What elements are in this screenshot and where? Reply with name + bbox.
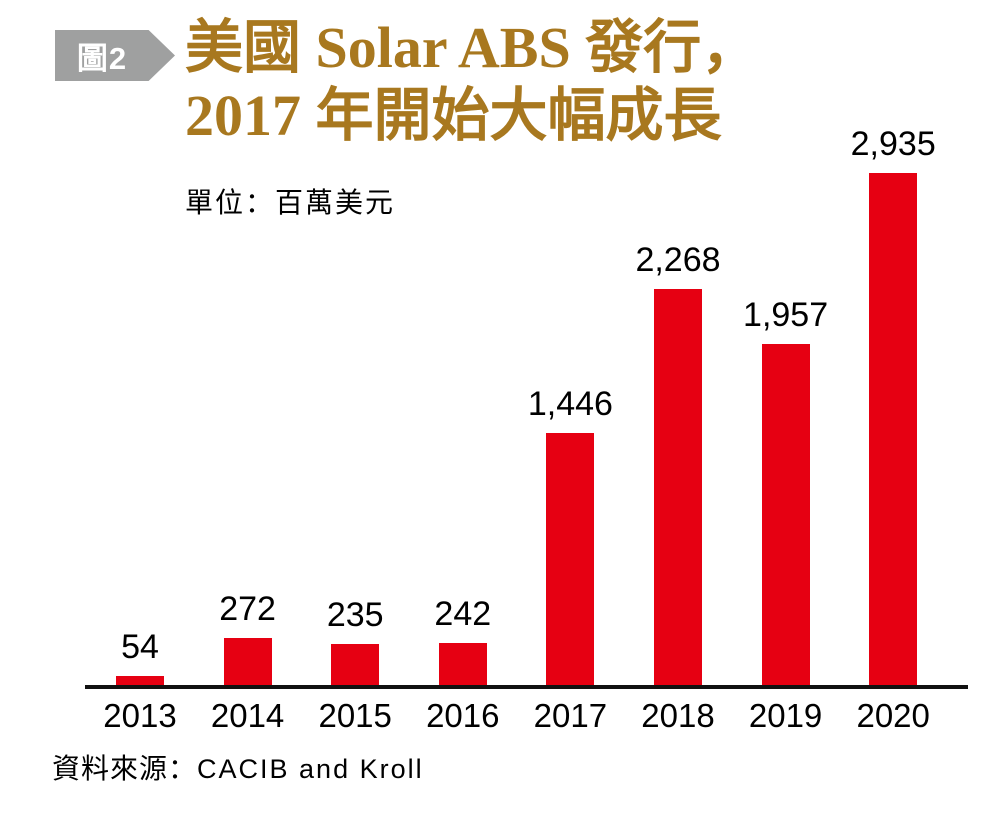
bar-2018 xyxy=(654,289,702,685)
value-label-2015: 235 xyxy=(326,596,384,634)
value-label-2016: 242 xyxy=(434,595,492,633)
year-label-2014: 2014 xyxy=(210,697,285,734)
chart-title-line1: 美國 Solar ABS 發行， xyxy=(185,15,760,80)
figure-badge-label: 圖2 xyxy=(76,41,128,76)
value-label-2019: 1,957 xyxy=(743,296,829,334)
bar-2013 xyxy=(116,676,164,685)
value-label-2020: 2,935 xyxy=(850,125,936,163)
source-label: 資料來源： xyxy=(52,753,198,784)
year-label-2018: 2018 xyxy=(641,697,715,734)
year-label-2020: 2020 xyxy=(856,697,930,734)
year-label-2015: 2015 xyxy=(318,697,392,734)
x-axis-line xyxy=(85,685,968,689)
source-value: CACIB and Kroll xyxy=(197,754,424,784)
unit-label: 單位：百萬美元 xyxy=(185,187,396,218)
value-label-2013: 54 xyxy=(121,628,159,666)
year-label-2013: 2013 xyxy=(103,697,177,734)
year-label-2017: 2017 xyxy=(533,697,608,734)
bar-2014 xyxy=(223,638,272,685)
bar-2017 xyxy=(546,433,595,685)
chart-title: 美國 Solar ABS 發行， 2017 年開始大幅成長 xyxy=(185,14,759,150)
bar-2016 xyxy=(438,643,487,685)
figure-badge: 圖2 xyxy=(55,30,175,81)
year-label-2019: 2019 xyxy=(748,697,823,734)
bar-2015 xyxy=(331,644,380,685)
bar-2020 xyxy=(869,173,918,685)
bar-2019 xyxy=(761,344,810,685)
source-note: 資料來源：CACIB and Kroll xyxy=(52,747,424,787)
value-label-2018: 2,268 xyxy=(635,241,721,279)
value-label-2017: 1,446 xyxy=(527,385,613,423)
value-label-2014: 272 xyxy=(219,590,276,628)
year-label-2016: 2016 xyxy=(426,697,500,734)
chart-title-line2: 2017 年開始大幅成長 xyxy=(185,83,722,148)
